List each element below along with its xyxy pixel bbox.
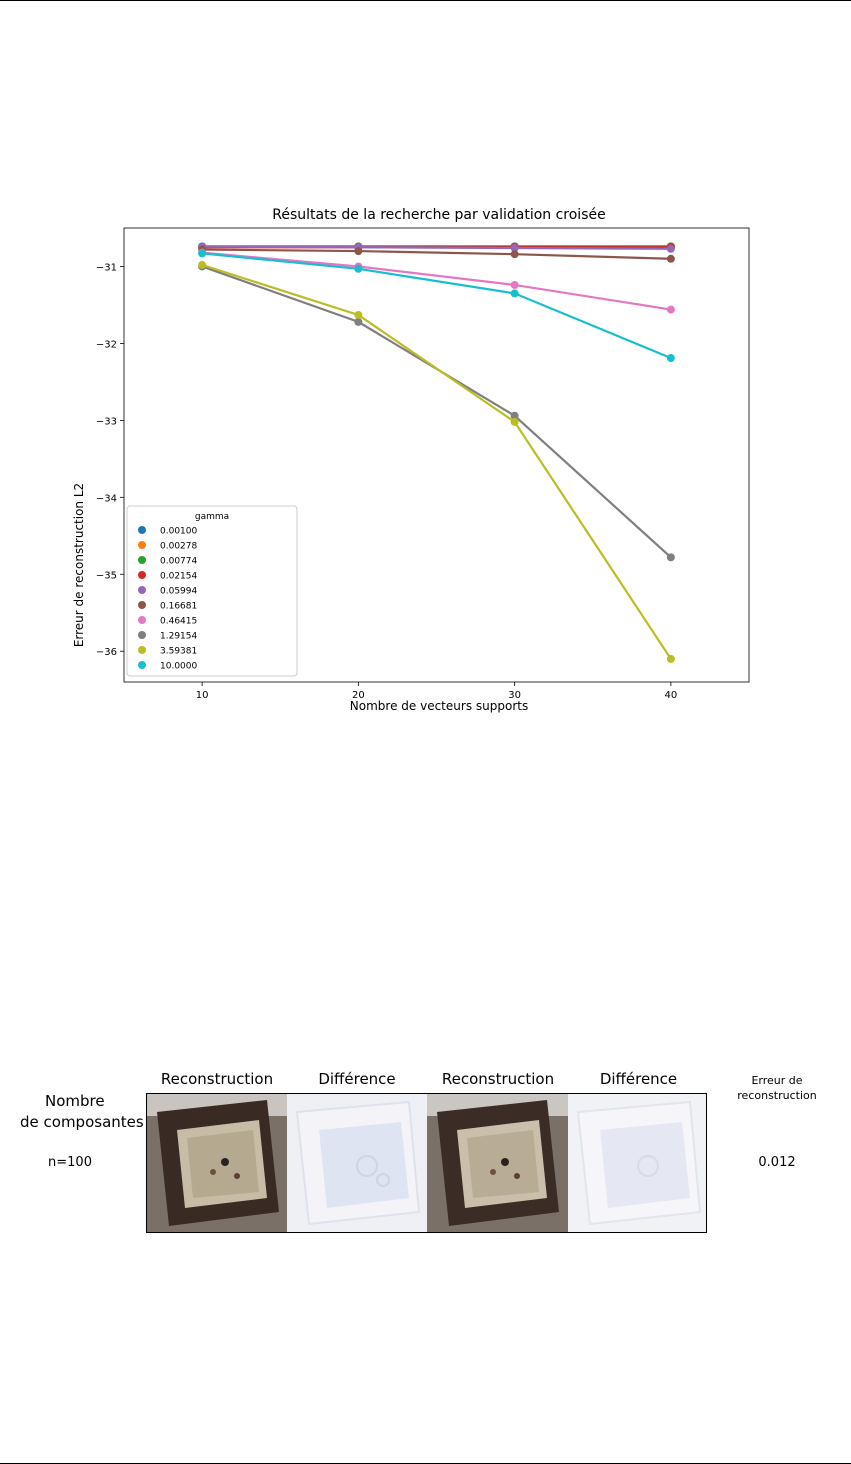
legend-entry: 1.29154 <box>160 632 197 642</box>
data-point <box>666 305 675 314</box>
header-difference-2: Différence <box>599 1070 678 1088</box>
header-difference-1: Différence <box>318 1070 396 1088</box>
data-point <box>510 250 519 259</box>
data-point <box>354 310 363 319</box>
data-point <box>510 417 519 426</box>
series-line <box>202 251 672 311</box>
legend-entry: 0.46415 <box>160 617 197 627</box>
y-tick-label: −32 <box>96 339 117 350</box>
x-tick-label: 40 <box>665 690 678 701</box>
header-reconstruction-2: Reconstruction <box>441 1070 555 1088</box>
data-point <box>510 244 519 253</box>
series-8 <box>198 260 675 663</box>
row-label: n=100 <box>48 1155 92 1170</box>
difference-image-1 <box>287 1094 427 1232</box>
data-point <box>666 654 675 663</box>
legend-entry: 10.0000 <box>160 662 197 672</box>
legend-entry: 0.05994 <box>160 587 197 597</box>
x-axis-label: Nombre de vecteurs supports <box>350 699 528 713</box>
image-tiles <box>147 1094 706 1232</box>
line-chart: 10 20 30 40 −31 −32 −33 −34 −35 −36 gamma 0.00100 0… <box>72 207 750 713</box>
legend-marker <box>138 571 146 579</box>
top-rule <box>0 0 851 1</box>
header-error: Erreur de reconstruction <box>737 1074 817 1102</box>
y-tick-label: −36 <box>96 647 117 658</box>
legend-entry: 0.02154 <box>160 572 197 582</box>
legend-entry: 3.59381 <box>160 647 197 657</box>
data-point <box>666 354 675 363</box>
reconstruction-image-2 <box>427 1094 568 1232</box>
data-point <box>666 254 675 263</box>
legend: gamma 0.00100 0.00278 0.00774 0.02154 0.05994… <box>126 505 298 677</box>
legend-marker <box>138 601 146 609</box>
y-tick-label: −33 <box>96 416 117 427</box>
legend-box <box>126 505 298 677</box>
y-tick-label: −35 <box>96 570 117 581</box>
y-tick-label: −31 <box>96 262 117 273</box>
data-point <box>666 244 675 253</box>
legend-title: gamma <box>195 512 229 522</box>
legend-marker <box>138 661 146 669</box>
header-components: Nombre de composantes <box>20 1070 144 1133</box>
legend-marker <box>138 646 146 654</box>
series-line <box>202 245 671 250</box>
series-9 <box>198 249 675 363</box>
data-point <box>354 247 363 256</box>
chart-title: Résultats de la recherche par validation… <box>272 207 605 223</box>
series-4 <box>198 242 675 253</box>
legend-entry: 0.00100 <box>160 527 197 537</box>
series-5 <box>198 245 675 263</box>
header-components-text: Nombre de composantes <box>20 1092 144 1131</box>
legend-marker <box>138 556 146 564</box>
legend-marker <box>138 541 146 549</box>
legend-marker <box>138 616 146 624</box>
legend-entry: 0.16681 <box>160 602 197 612</box>
legend-marker <box>138 526 146 534</box>
data-point <box>354 317 363 326</box>
series-line <box>202 248 671 260</box>
legend-entry: 0.00278 <box>160 542 197 552</box>
data-point <box>510 280 519 289</box>
series-line <box>201 263 672 660</box>
x-tick-label: 10 <box>196 690 209 701</box>
legend-marker <box>138 631 146 639</box>
data-point <box>666 553 675 562</box>
y-axis-label: Erreur de reconstruction L2 <box>72 483 86 647</box>
series-line <box>202 252 672 360</box>
image-strip <box>146 1093 707 1233</box>
x-tick-label: 20 <box>352 690 365 701</box>
axis-ticks: 10 20 30 40 −31 −32 −33 −34 −35 −36 <box>96 262 677 701</box>
x-tick-label: 30 <box>508 690 521 701</box>
data-point <box>510 411 519 420</box>
legend-entry: 0.00774 <box>160 557 197 567</box>
difference-image-2 <box>568 1094 706 1232</box>
data-point <box>510 289 519 298</box>
data-point <box>198 249 207 258</box>
data-point <box>354 264 363 273</box>
header-reconstruction-1: Reconstruction <box>160 1070 274 1088</box>
y-tick-label: −34 <box>96 493 117 504</box>
reconstruction-image-1 <box>147 1094 287 1232</box>
legend-marker <box>138 586 146 594</box>
row-error: 0.012 <box>758 1155 796 1170</box>
series-lines <box>198 242 675 663</box>
data-point <box>198 260 207 269</box>
